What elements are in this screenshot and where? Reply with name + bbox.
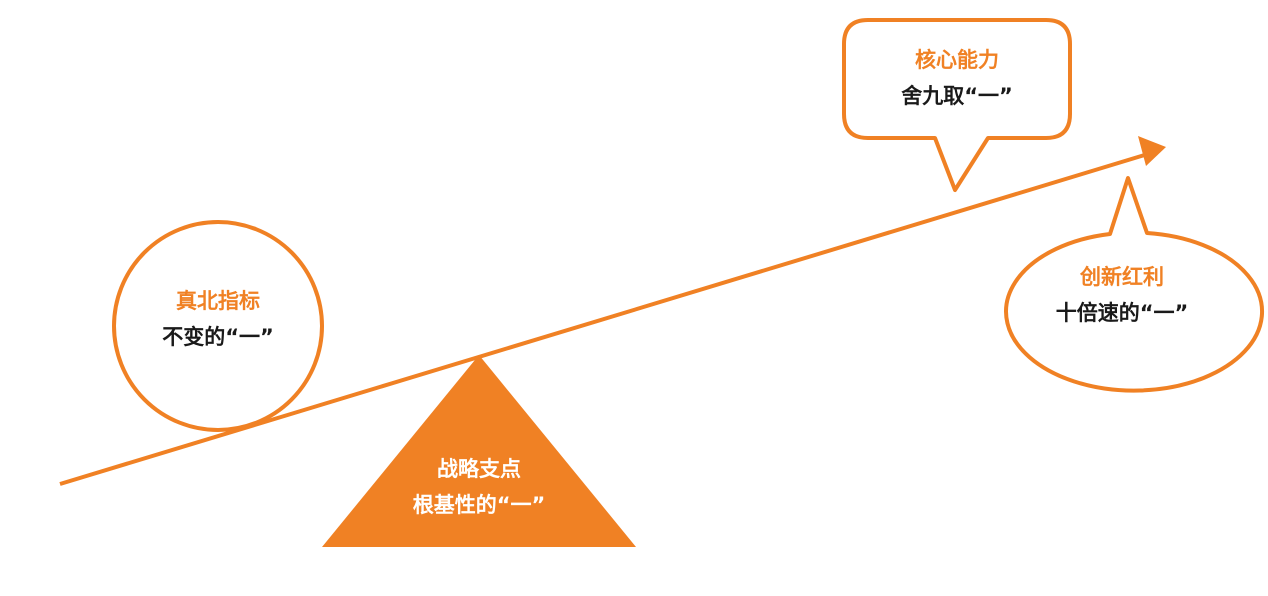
true-north-label: 真北指标 不变的“一” <box>162 286 274 352</box>
strategic-fulcrum-subtitle: 根基性的“一” <box>412 493 546 517</box>
true-north-title: 真北指标 <box>175 289 260 313</box>
strategic-fulcrum-label: 战略支点 根基性的“一” <box>413 454 546 520</box>
innovation-dividend-bubble <box>1004 176 1265 393</box>
core-capability-label: 核心能力 舍九取“一” <box>901 45 1013 111</box>
core-capability-subtitle: 舍九取“一” <box>901 84 1013 108</box>
core-capability-title: 核心能力 <box>914 48 999 72</box>
innovation-dividend-label: 创新红利 十倍速的“一” <box>1056 262 1189 328</box>
innovation-dividend-title: 创新红利 <box>1079 265 1164 289</box>
true-north-subtitle: 不变的“一” <box>162 325 274 349</box>
innovation-dividend-subtitle: 十倍速的“一” <box>1055 301 1189 325</box>
fulcrum-triangle <box>322 355 636 547</box>
strategic-fulcrum-title: 战略支点 <box>436 457 521 481</box>
lever-arrow-icon <box>1138 136 1166 166</box>
true-north-circle <box>112 220 324 432</box>
core-capability-bubble <box>842 18 1072 192</box>
